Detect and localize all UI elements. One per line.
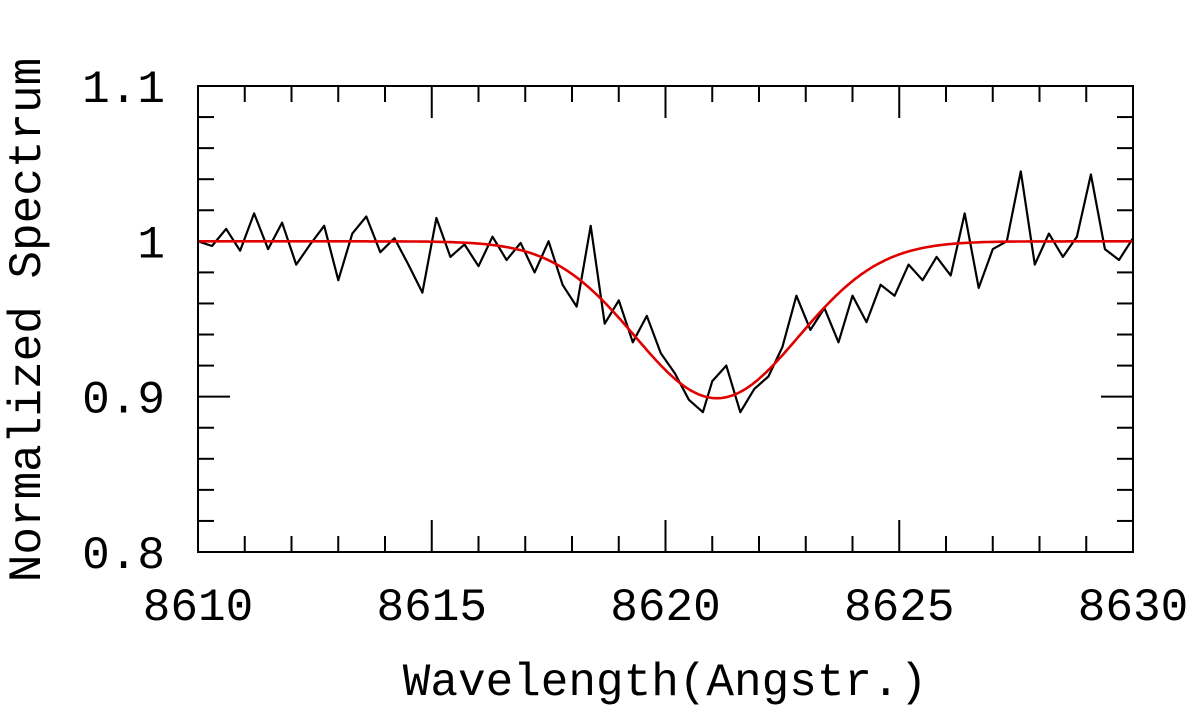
y-tick-label: 0.8: [82, 530, 165, 582]
x-tick-label: 8625: [844, 582, 954, 634]
y-tick-label: 1.1: [82, 64, 165, 116]
series-layer: [197, 170, 1134, 414]
x-tick-label: 8615: [377, 582, 487, 634]
y-axis-label: Normalized Spectrum: [2, 58, 54, 583]
x-tick-label: 8630: [1078, 582, 1188, 634]
x-tick-label: 8620: [610, 582, 720, 634]
tick-marks: [197, 85, 1134, 553]
y-tick-label: 1: [137, 219, 165, 271]
x-axis-label: Wavelength(Angstr.): [403, 657, 928, 709]
x-tick-label: 8610: [143, 582, 253, 634]
observed-spectrum-line: [197, 170, 1134, 414]
tick-labels: 8610 8615 8620 8625 8630 0.8 0.9 1 1.1: [82, 64, 1188, 634]
y-tick-label: 0.9: [82, 375, 165, 427]
plot-frame: [197, 85, 1134, 553]
gaussian-fit-line: [198, 240, 1133, 400]
